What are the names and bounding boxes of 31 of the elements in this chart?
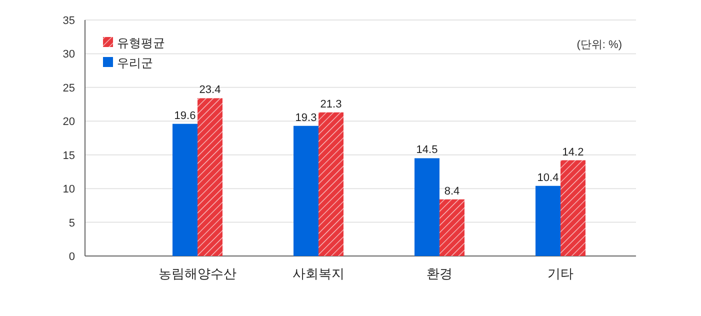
y-tick-label: 35 <box>62 15 75 27</box>
bar <box>536 186 560 256</box>
x-tick-label: 기타 <box>548 266 574 281</box>
annotation: (단위: %) <box>576 39 622 51</box>
y-tick-label: 30 <box>62 48 75 61</box>
bar <box>172 124 198 256</box>
x-tick-label: 환경 <box>426 266 452 281</box>
data-label: 23.4 <box>199 84 221 96</box>
data-label: 19.6 <box>174 110 196 122</box>
bar <box>414 158 440 256</box>
y-tick-label: 15 <box>62 150 75 162</box>
data-label: 21.3 <box>320 98 342 110</box>
bar <box>294 126 318 256</box>
bar <box>198 98 222 256</box>
data-label: 19.3 <box>295 112 317 124</box>
x-tick-label: 농림해양수산 <box>158 266 236 281</box>
y-tick-label: 20 <box>62 116 75 128</box>
y-tick-label: 10 <box>62 184 75 196</box>
y-tick-label: 25 <box>62 82 75 94</box>
bar <box>560 160 586 256</box>
y-tick-label: 0 <box>68 251 75 263</box>
data-label: 14.2 <box>562 146 584 158</box>
legend-label: 유형평균 <box>117 36 165 50</box>
data-label: 8.4 <box>444 185 460 198</box>
data-label: 14.5 <box>416 144 438 156</box>
bar <box>440 199 464 256</box>
legend-label: 우리군 <box>117 56 153 70</box>
data-label: 10.4 <box>537 172 559 184</box>
bar <box>318 112 344 256</box>
x-tick-label: 사회복지 <box>292 266 344 281</box>
y-tick-label: 5 <box>68 217 75 230</box>
